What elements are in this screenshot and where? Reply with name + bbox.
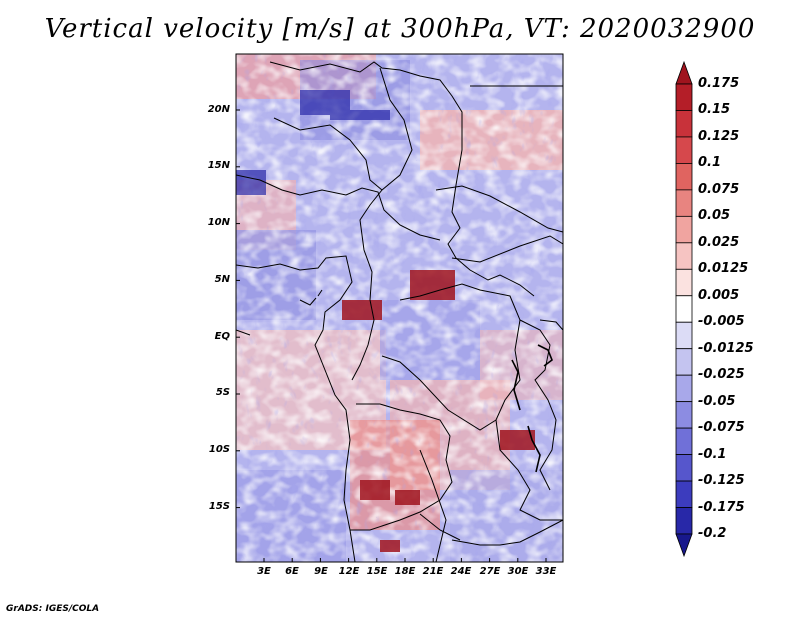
lat-tick-label: 15N bbox=[207, 160, 230, 171]
colorbar-swatch bbox=[675, 507, 693, 535]
lon-tick-label: 3E bbox=[257, 566, 271, 577]
lon-tick-label: 27E bbox=[479, 566, 501, 577]
lat-tick-label: 10S bbox=[208, 444, 230, 455]
lat-tick-marks bbox=[236, 109, 240, 509]
colorbar-label: 0.025 bbox=[698, 234, 740, 250]
colorbar-swatch bbox=[675, 348, 693, 376]
map-frame bbox=[235, 53, 564, 563]
colorbar-swatch bbox=[675, 189, 693, 217]
colorbar-swatch bbox=[675, 60, 693, 85]
colorbar-label: 0.005 bbox=[698, 287, 740, 303]
lon-tick-label: 24E bbox=[450, 566, 472, 577]
lon-tick-label: 6E bbox=[285, 566, 299, 577]
lon-tick-label: 18E bbox=[394, 566, 416, 577]
grads-credit: GrADS: IGES/COLA bbox=[6, 604, 100, 614]
colorbar-label: -0.025 bbox=[698, 367, 745, 383]
colorbar-label: -0.0125 bbox=[698, 340, 754, 356]
colorbar-swatch bbox=[675, 136, 693, 164]
colorbar-label: -0.05 bbox=[698, 393, 736, 409]
colorbar-label: 0.1 bbox=[698, 155, 722, 171]
country-borders bbox=[236, 61, 563, 562]
colorbar-label: 0.125 bbox=[698, 128, 740, 144]
colorbar-swatch bbox=[675, 480, 693, 508]
colorbar-swatch bbox=[675, 295, 693, 323]
colorbar-swatch bbox=[675, 215, 693, 244]
colorbar-label: -0.125 bbox=[698, 473, 745, 489]
chart-title: Vertical velocity [m/s] at 300hPa, VT: 2… bbox=[44, 14, 756, 44]
colorbar-swatch bbox=[675, 268, 693, 297]
lon-tick-label: 9E bbox=[314, 566, 328, 577]
colorbar-swatch bbox=[675, 110, 693, 138]
lon-tick-label: 21E bbox=[422, 566, 444, 577]
colorbar bbox=[675, 60, 693, 558]
colorbar-swatch bbox=[675, 163, 693, 191]
colorbar-label: 0.175 bbox=[698, 76, 740, 91]
colorbar-swatch bbox=[675, 533, 693, 558]
lon-tick-label: 12E bbox=[338, 566, 360, 577]
colorbar-label: -0.075 bbox=[698, 420, 745, 436]
colorbar-swatch bbox=[675, 374, 693, 403]
colorbar-swatch bbox=[675, 427, 693, 455]
colorbar-label: -0.2 bbox=[698, 526, 727, 541]
colorbar-label: 0.075 bbox=[698, 181, 740, 197]
lon-tick-label: 15E bbox=[366, 566, 388, 577]
colorbar-swatch bbox=[675, 401, 693, 429]
colorbar-label: 0.0125 bbox=[698, 261, 749, 277]
lat-tick-label: 5S bbox=[215, 387, 230, 398]
colorbar-label: -0.175 bbox=[698, 499, 745, 515]
vertical-velocity-field bbox=[236, 54, 563, 562]
colorbar-swatch bbox=[675, 321, 693, 350]
colorbar-label: 0.15 bbox=[698, 102, 731, 118]
lon-tick-label: 33E bbox=[535, 566, 557, 577]
colorbar-swatch bbox=[675, 83, 693, 111]
colorbar-label: -0.005 bbox=[698, 314, 745, 330]
lon-tick-label: 30E bbox=[507, 566, 529, 577]
lat-tick-label: 20N bbox=[207, 104, 230, 115]
lat-tick-label: 15S bbox=[208, 501, 230, 512]
lon-tick-marks bbox=[263, 558, 547, 562]
colorbar-label: -0.1 bbox=[698, 446, 727, 462]
colorbar-label: 0.05 bbox=[698, 208, 731, 224]
lat-tick-label: 5N bbox=[214, 274, 230, 285]
lat-tick-label: EQ bbox=[214, 331, 230, 342]
colorbar-swatch bbox=[675, 454, 693, 482]
colorbar-swatch bbox=[675, 242, 693, 270]
lat-tick-label: 10N bbox=[207, 217, 230, 228]
